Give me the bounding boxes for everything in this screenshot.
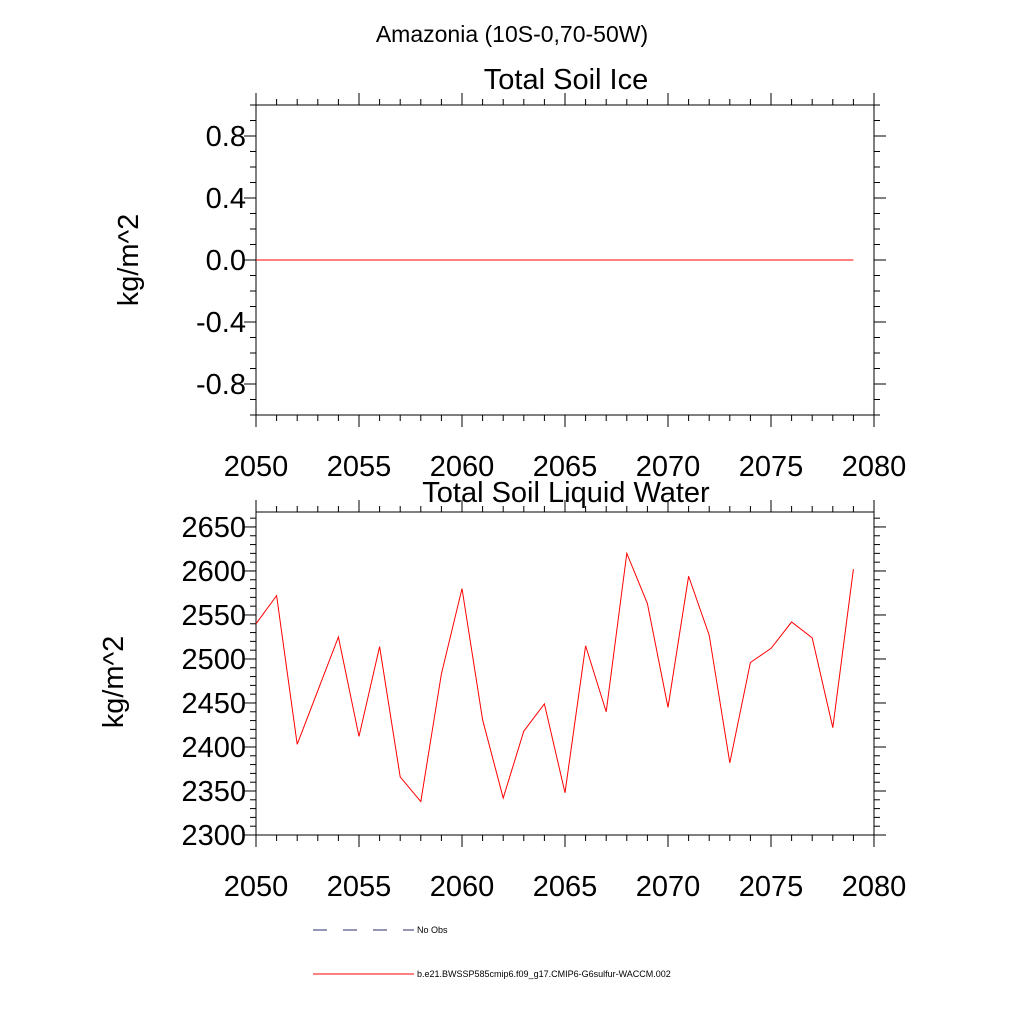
legend-label-model: b.e21.BWSSP585cmip6.f09_g17.CMIP6-G6sulf… [417, 969, 671, 979]
legend: No Obs b.e21.BWSSP585cmip6.f09_g17.CMIP6… [313, 925, 671, 979]
top-x-tick-label: 2075 [739, 451, 804, 483]
panel-top-ylabel: kg/m^2 [113, 214, 145, 307]
panel-bottom-series [255, 551, 854, 803]
bottom-y-tick-label: 2300 [181, 820, 246, 852]
bottom-x-tick-label: 2055 [327, 871, 392, 903]
top-y-tick-label: -0.4 [196, 307, 246, 339]
panel-bottom-ylabel: kg/m^2 [98, 636, 130, 729]
top-y-tick-label: 0.0 [206, 245, 246, 277]
bottom-y-tick-label: 2650 [181, 512, 246, 544]
panel-top-title: Total Soil Ice [484, 64, 648, 96]
bottom-y-tick-label: 2550 [181, 600, 246, 632]
top-x-tick-label: 2050 [224, 451, 289, 483]
bottom-y-tick-label: 2600 [181, 556, 246, 588]
panel-bottom-ticks: 2300 2350 2400 2450 2500 2550 2600 2650 2050 2055… [181, 500, 906, 903]
panel-bottom-frame [255, 511, 875, 836]
panel-top-ticks: -0.8 -0.4 0.0 0.4 0.8 2050 2055 2060 2065 2070 207… [196, 93, 906, 483]
bottom-series-line [255, 551, 854, 803]
legend-label-no-obs: No Obs [417, 925, 448, 935]
top-x-tick-label: 2080 [842, 451, 907, 483]
bottom-y-tick-label: 2450 [181, 688, 246, 720]
bottom-y-tick-label: 2400 [181, 732, 246, 764]
bottom-x-tick-label: 2070 [636, 871, 701, 903]
top-x-tick-label: 2055 [327, 451, 392, 483]
top-x-tick-label: 2070 [636, 451, 701, 483]
bottom-x-tick-label: 2050 [224, 871, 289, 903]
bottom-x-tick-label: 2065 [533, 871, 598, 903]
bottom-x-tick-label: 2075 [739, 871, 804, 903]
bottom-x-tick-label: 2080 [842, 871, 907, 903]
top-x-tick-label: 2060 [430, 451, 495, 483]
panel-bottom: Total Soil Liquid Water 2300 2350 2400 2450… [98, 477, 906, 903]
top-y-tick-label: -0.8 [196, 369, 246, 401]
bottom-y-tick-label: 2350 [181, 776, 246, 808]
top-y-tick-label: 0.4 [206, 183, 246, 215]
panel-bottom-title: Total Soil Liquid Water [422, 477, 710, 509]
top-x-tick-label: 2065 [533, 451, 598, 483]
bottom-x-tick-label: 2060 [430, 871, 495, 903]
panel-top: Total Soil Ice -0.8 -0.4 0.0 0.4 0.8 2050 2055… [113, 64, 906, 483]
top-y-tick-label: 0.8 [206, 121, 246, 153]
bottom-y-tick-label: 2500 [181, 644, 246, 676]
main-title: Amazonia (10S-0,70-50W) [376, 21, 648, 47]
